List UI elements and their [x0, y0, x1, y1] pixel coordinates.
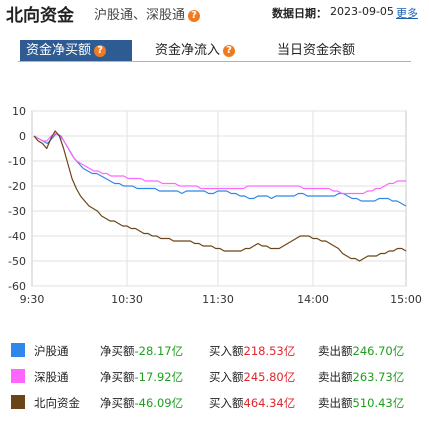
date-value: 2023-09-05 — [330, 5, 394, 18]
x-tick-label: 9:30 — [20, 293, 45, 306]
sell-label: 卖出额 — [318, 344, 353, 358]
net-label: 净买额 — [100, 370, 135, 384]
tab-net-inflow[interactable]: 资金净流入? — [155, 40, 236, 62]
buy-label: 买入额 — [209, 370, 244, 384]
help-icon[interactable]: ? — [94, 45, 107, 57]
net-value: -46.09亿 — [134, 396, 184, 410]
x-tick-label: 10:30 — [111, 293, 143, 306]
net-value: -17.92亿 — [134, 370, 184, 384]
buy-label: 买入额 — [209, 344, 244, 358]
help-icon[interactable]: ? — [188, 10, 201, 22]
plot-frame — [31, 110, 407, 287]
series-name: 深股通 — [34, 370, 69, 384]
buy-amount: 买入额464.34亿 — [209, 395, 295, 411]
sell-label: 卖出额 — [318, 370, 353, 384]
series-name: 北向资金 — [34, 396, 80, 410]
series-name: 沪股通 — [34, 344, 69, 358]
more-link[interactable]: 更多 — [396, 7, 418, 20]
y-tick-label: 0 — [19, 130, 26, 143]
series-line-sgt — [33, 132, 406, 195]
sell-amount: 卖出额263.73亿 — [318, 369, 404, 385]
tab-bar: 资金净买额? 资金净流入? 当日资金余额 — [0, 40, 429, 62]
legend: 沪股通 净买额-28.17亿 买入额218.53亿 卖出额246.70亿 深股通… — [0, 338, 429, 418]
page-subtitle: 沪股通、深股通? — [94, 4, 201, 23]
buy-value: 464.34亿 — [243, 396, 296, 410]
intraday-chart: 10 0 -10 -20 -30 -40 -50 -60 9:30 10:30 11:30 14:00… — [0, 96, 429, 310]
net-label: 净买额 — [100, 396, 135, 410]
header: 北向资金 沪股通、深股通? 数据日期： 2023-09-05 更多 — [0, 0, 429, 26]
help-icon[interactable]: ? — [223, 45, 236, 57]
legend-row: 沪股通 净买额-28.17亿 买入额218.53亿 卖出额246.70亿 — [0, 340, 429, 360]
chart-svg: 10 0 -10 -20 -30 -40 -50 -609:30 10:30 11:30 14:00… — [8, 105, 422, 306]
sell-value: 246.70亿 — [352, 344, 405, 358]
series-swatch — [11, 369, 25, 383]
x-tick-label: 15:00 — [390, 293, 422, 306]
tab-label: 资金净流入 — [155, 43, 221, 58]
buy-amount: 买入额245.80亿 — [209, 369, 295, 385]
x-tick-label: 14:00 — [297, 293, 329, 306]
buy-label: 买入额 — [209, 396, 244, 410]
legend-row: 深股通 净买额-17.92亿 买入额245.80亿 卖出额263.73亿 — [0, 366, 429, 386]
y-tick-label: -40 — [8, 230, 26, 243]
net-buy: 净买额-17.92亿 — [100, 369, 183, 385]
sell-value: 263.73亿 — [352, 370, 405, 384]
buy-amount: 买入额218.53亿 — [209, 343, 295, 359]
tab-label: 当日资金余额 — [277, 43, 356, 58]
series-line-north — [33, 130, 407, 262]
tab-net-buy[interactable]: 资金净买额? — [20, 40, 132, 62]
net-label: 净买额 — [100, 344, 135, 358]
sell-amount: 卖出额510.43亿 — [318, 395, 404, 411]
sell-amount: 卖出额246.70亿 — [318, 343, 404, 359]
tab-daily-balance[interactable]: 当日资金余额 — [277, 40, 355, 62]
sell-label: 卖出额 — [318, 396, 353, 410]
net-buy: 净买额-46.09亿 — [100, 395, 183, 411]
subtitle-text: 沪股通、深股通 — [94, 8, 186, 23]
date-label: 数据日期： — [272, 7, 327, 20]
y-tick-label: -10 — [8, 155, 26, 168]
y-tick-label: -60 — [8, 280, 26, 293]
legend-row: 北向资金 净买额-46.09亿 买入额464.34亿 卖出额510.43亿 — [0, 392, 429, 412]
net-buy: 净买额-28.17亿 — [100, 343, 183, 359]
y-tick-label: -20 — [8, 180, 26, 193]
series-swatch — [11, 395, 25, 409]
page-title: 北向资金 — [6, 6, 74, 26]
net-value: -28.17亿 — [134, 344, 184, 358]
tab-underline — [18, 61, 411, 62]
series-swatch — [11, 343, 25, 357]
y-tick-label: 10 — [12, 105, 26, 118]
buy-value: 218.53亿 — [243, 344, 296, 358]
y-tick-label: -30 — [8, 205, 26, 218]
tab-label: 资金净买额 — [26, 43, 92, 58]
buy-value: 245.80亿 — [243, 370, 296, 384]
sell-value: 510.43亿 — [352, 396, 405, 410]
x-tick-label: 11:30 — [202, 293, 234, 306]
y-tick-label: -50 — [8, 255, 26, 268]
